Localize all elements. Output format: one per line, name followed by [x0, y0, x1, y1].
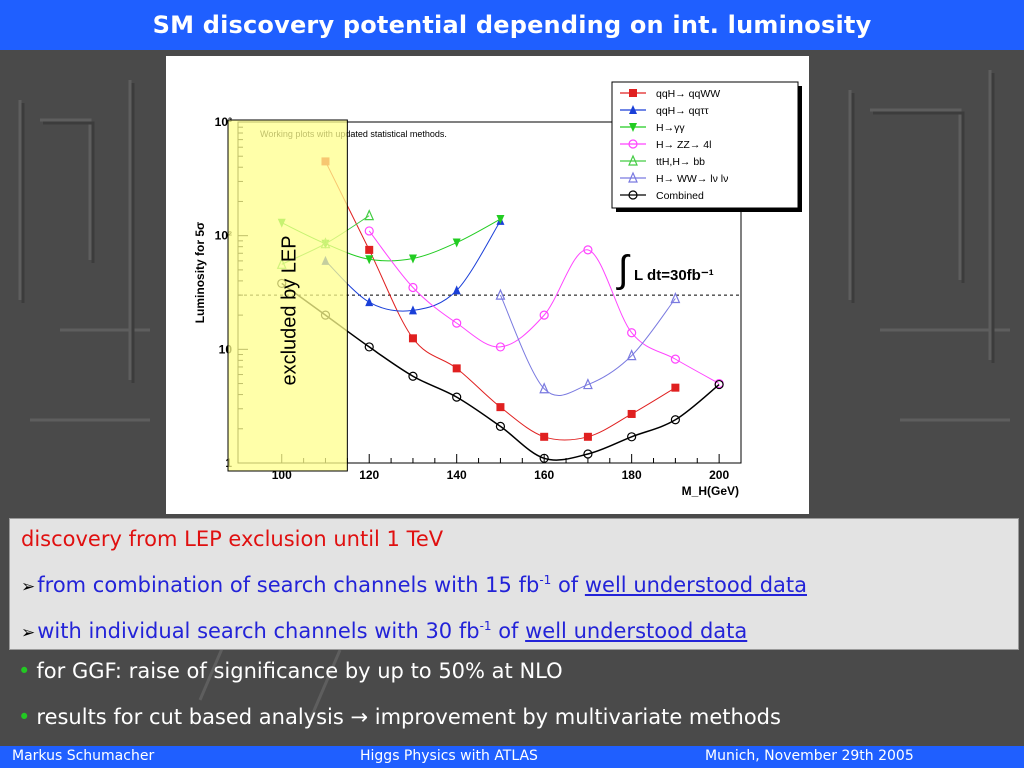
integral-sign: ∫	[616, 249, 631, 291]
series-point-1	[452, 285, 461, 295]
y-axis-label: Luminosity for 5σ	[193, 222, 207, 324]
slide-title: SM discovery potential depending on int.…	[152, 11, 872, 39]
footer-talk: Higgs Physics with ATLAS	[360, 748, 538, 764]
series-point-0	[583, 432, 592, 441]
series-point-0	[408, 334, 417, 343]
chart: Working plots with updated statistical m…	[193, 81, 802, 498]
x-axis-label: M_H(GeV)	[682, 484, 739, 498]
series-point-5	[495, 288, 506, 300]
info-line-1: ➢from combination of search channels wit…	[21, 573, 807, 597]
series-point-6	[539, 453, 549, 463]
series-point-0	[627, 409, 636, 418]
x-tick-label: 140	[447, 468, 467, 482]
arrow-bullet-icon: ➢	[21, 623, 36, 643]
info-line-1-sup: -1	[539, 573, 552, 587]
info-line-1-link[interactable]: well understood data	[584, 573, 807, 597]
series-point-5	[539, 382, 550, 394]
series-line-6	[281, 282, 720, 461]
series-point-1	[365, 297, 374, 307]
footer: Markus Schumacher Higgs Physics with ATL…	[0, 746, 1024, 768]
series-point-0	[452, 364, 461, 373]
series-point-6	[627, 432, 637, 442]
series-point-6	[364, 342, 374, 352]
bullet-text: results for cut based analysis → improve…	[36, 705, 781, 729]
arrow-bullet-icon: ➢	[21, 577, 36, 597]
x-tick-label: 160	[534, 468, 554, 482]
bullet-text: for GGF: raise of significance by up to …	[36, 659, 563, 683]
excluded-band-label: excluded by LEP	[279, 235, 301, 385]
series-point-3	[364, 226, 374, 236]
info-line-2-link[interactable]: well understood data	[525, 619, 748, 643]
series-point-3	[408, 282, 418, 293]
series-point-5	[626, 349, 637, 361]
legend-label-6: Combined	[656, 190, 704, 202]
series-point-6	[670, 415, 680, 425]
info-line-1-of: of	[551, 573, 585, 597]
series-point-2	[496, 215, 505, 225]
series-point-6	[452, 392, 462, 402]
footer-date: Munich, November 29th 2005	[705, 748, 914, 764]
series-point-1	[408, 305, 417, 315]
chart-annotation: Working plots with updated statistical m…	[260, 129, 447, 139]
series-point-3	[539, 310, 549, 320]
series-point-0	[496, 403, 505, 412]
info-line-2-text: with individual search channels with 30 …	[37, 619, 480, 643]
info-line-2-of: of	[491, 619, 526, 643]
series-point-2	[365, 255, 374, 265]
legend-label-5: H→ WW→ lν lν	[656, 173, 728, 185]
series-point-6	[408, 371, 418, 381]
footer-author: Markus Schumacher	[12, 748, 155, 764]
series-point-5	[670, 292, 681, 304]
info-line-2: ➢with individual search channels with 30…	[21, 619, 747, 643]
info-line-1-text: from combination of search channels with…	[37, 573, 540, 597]
x-tick-label: 120	[359, 468, 379, 482]
legend-marker-3	[628, 139, 638, 149]
series-point-6	[714, 379, 724, 390]
bullet-dot-icon: •	[18, 659, 31, 683]
x-tick-label: 200	[709, 468, 729, 482]
title-bar: SM discovery potential depending on int.…	[0, 0, 1024, 50]
series-line-0	[325, 161, 676, 441]
info-heading: discovery from LEP exclusion until 1 TeV	[21, 527, 444, 551]
series-point-6	[583, 449, 593, 459]
bullet-item: • results for cut based analysis → improv…	[18, 705, 781, 729]
legend-marker-1	[629, 105, 637, 114]
bullet-dot-icon: •	[18, 705, 31, 729]
excluded-band	[227, 119, 348, 472]
series-point-0	[540, 432, 549, 441]
series-line-3	[368, 230, 720, 384]
legend-box	[611, 81, 799, 209]
series-point-3	[627, 328, 637, 338]
series-point-2	[452, 238, 461, 248]
series-point-0	[365, 245, 374, 254]
series-line-5	[499, 294, 676, 396]
bullet-item: • for GGF: raise of significance by up to…	[18, 659, 563, 683]
series-point-3	[583, 245, 593, 255]
legend-marker-6	[628, 190, 638, 200]
series-point-3	[495, 342, 506, 352]
series-point-4	[364, 209, 375, 221]
series-point-5	[582, 378, 593, 390]
series-point-2	[408, 254, 417, 264]
legend-label-4: ttH,H→ bb	[656, 156, 705, 168]
legend-marker-4	[628, 154, 638, 166]
legend-marker-2	[629, 123, 637, 132]
plot-panel: Working plots with updated statistical m…	[166, 56, 809, 514]
series-point-3	[670, 354, 680, 364]
series-point-3	[452, 318, 462, 328]
info-box: discovery from LEP exclusion until 1 TeV…	[9, 518, 1019, 650]
legend-label-2: H→γγ	[656, 122, 685, 134]
x-tick-label: 180	[622, 468, 642, 482]
legend-label-1: qqH→ qqττ	[656, 105, 710, 117]
legend-label-0: qqH→ qqWW	[656, 88, 720, 100]
legend-marker-5	[628, 171, 638, 183]
integral-label: L dt=30fb⁻¹	[634, 267, 714, 284]
series-point-6	[495, 421, 506, 431]
series-point-0	[671, 383, 680, 392]
legend-label-3: H→ ZZ→ 4l	[656, 139, 711, 151]
legend-marker-0	[629, 89, 637, 97]
info-line-2-sup: -1	[479, 619, 492, 633]
